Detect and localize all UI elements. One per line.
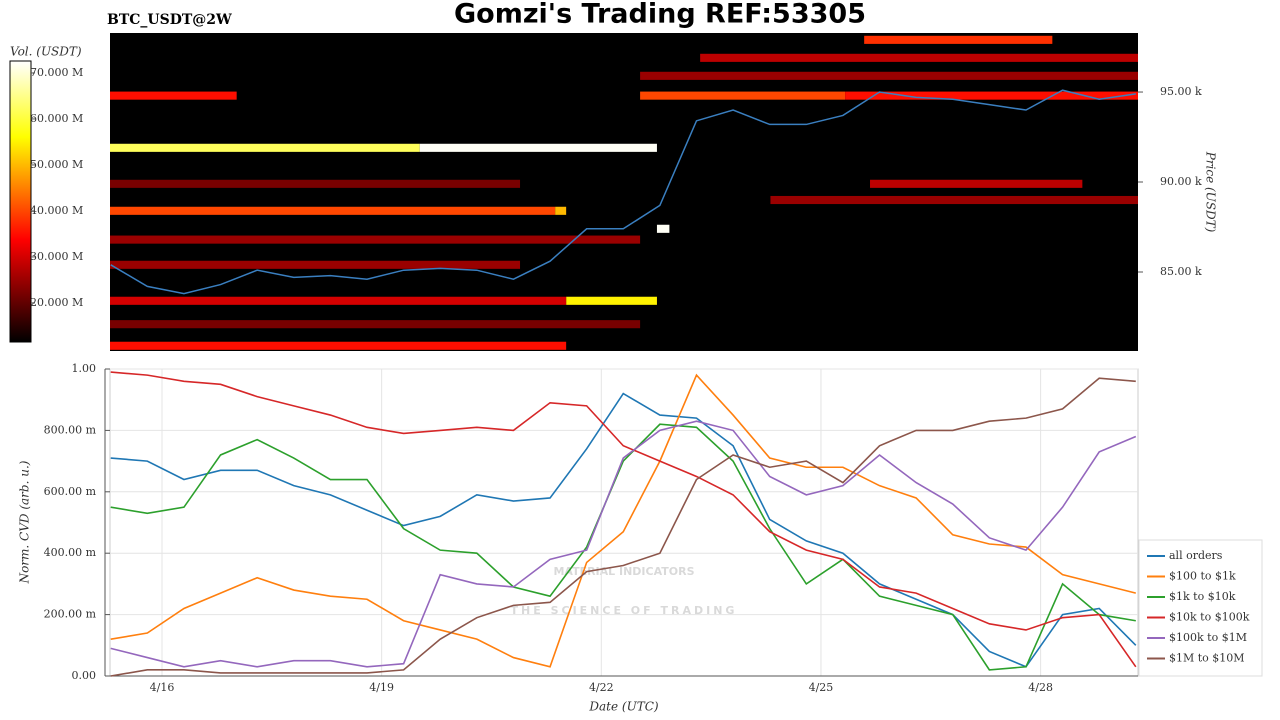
heat-cell — [640, 71, 1138, 80]
x-tick-label: 4/22 — [589, 681, 614, 694]
y-tick-label: 85.00 k — [1160, 265, 1202, 278]
heat-cell — [110, 235, 641, 244]
chart-subtitle: BTC_USDT@2W — [107, 12, 232, 28]
y-tick-label: 1.00 — [72, 362, 97, 375]
heat-cell — [419, 143, 657, 152]
series-line — [110, 423, 1136, 671]
series-line — [110, 371, 1137, 668]
y-tick-label: 800.00 m — [44, 423, 97, 436]
heat-cell — [110, 341, 567, 350]
colorbar-tick-label: 40.000 M — [30, 204, 83, 217]
y-tick-label: 90.00 k — [1160, 175, 1202, 188]
heat-cell — [110, 91, 237, 100]
x-tick-label: 4/25 — [809, 681, 834, 694]
legend-label: $100 to $1k — [1169, 570, 1236, 583]
series-line — [110, 392, 1137, 668]
heat-cell — [110, 143, 420, 152]
y-tick-label: 95.00 k — [1160, 85, 1202, 98]
series-line — [110, 377, 1136, 677]
y-axis-label: Price (USDT) — [1204, 151, 1218, 233]
heat-cell — [110, 320, 641, 329]
cvd-plot — [109, 368, 1139, 677]
colorbar-label: Vol. (USDT) — [10, 45, 82, 59]
series-line — [110, 373, 1136, 668]
legend-label: $1k to $10k — [1169, 590, 1236, 603]
heat-cell — [656, 224, 670, 233]
chart-title: Gomzi's Trading REF:53305 — [454, 0, 866, 30]
heat-cell — [110, 260, 521, 269]
heat-cell — [110, 179, 521, 188]
series-line — [110, 420, 1137, 668]
heat-cell — [864, 35, 1053, 44]
watermark: MATERIAL INDICATORS — [553, 565, 694, 578]
heat-cell — [566, 296, 657, 305]
x-axis-label: Date (UTC) — [588, 700, 658, 714]
heat-cell — [770, 195, 1138, 205]
legend-label: $10k to $100k — [1169, 611, 1250, 624]
colorbar-tick-label: 20.000 M — [30, 296, 83, 309]
watermark-subtitle: THE SCIENCE OF TRADING — [511, 604, 738, 617]
y-tick-label: 0.00 — [72, 669, 97, 682]
colorbar-tick-label: 50.000 M — [30, 158, 83, 171]
y-tick-label: 200.00 m — [44, 608, 97, 621]
colorbar-tick-label: 30.000 M — [30, 250, 83, 263]
x-tick-label: 4/16 — [150, 681, 175, 694]
y-tick-label: 600.00 m — [44, 485, 97, 498]
legend-label: $1M to $10M — [1169, 652, 1245, 665]
colorbar-tick-label: 70.000 M — [30, 66, 83, 79]
x-tick-label: 4/28 — [1028, 681, 1053, 694]
x-tick-label: 4/19 — [369, 681, 394, 694]
price-line — [110, 89, 1136, 295]
heat-cell — [110, 206, 556, 215]
heat-cell — [870, 179, 1083, 188]
legend-label: all orders — [1169, 549, 1223, 562]
colorbar-tick-label: 60.000 M — [30, 112, 83, 125]
legend — [1138, 539, 1263, 677]
heat-cell — [110, 296, 567, 305]
colorbar — [9, 60, 32, 343]
heat-cell — [845, 91, 1138, 100]
heat-cell — [555, 206, 567, 215]
legend-label: $100k to $1M — [1169, 631, 1247, 644]
heat-cell — [640, 91, 846, 100]
heat-cell — [700, 53, 1138, 62]
y-axis-label: Norm. CVD (arb. u.) — [18, 460, 32, 584]
y-tick-label: 400.00 m — [44, 546, 97, 559]
